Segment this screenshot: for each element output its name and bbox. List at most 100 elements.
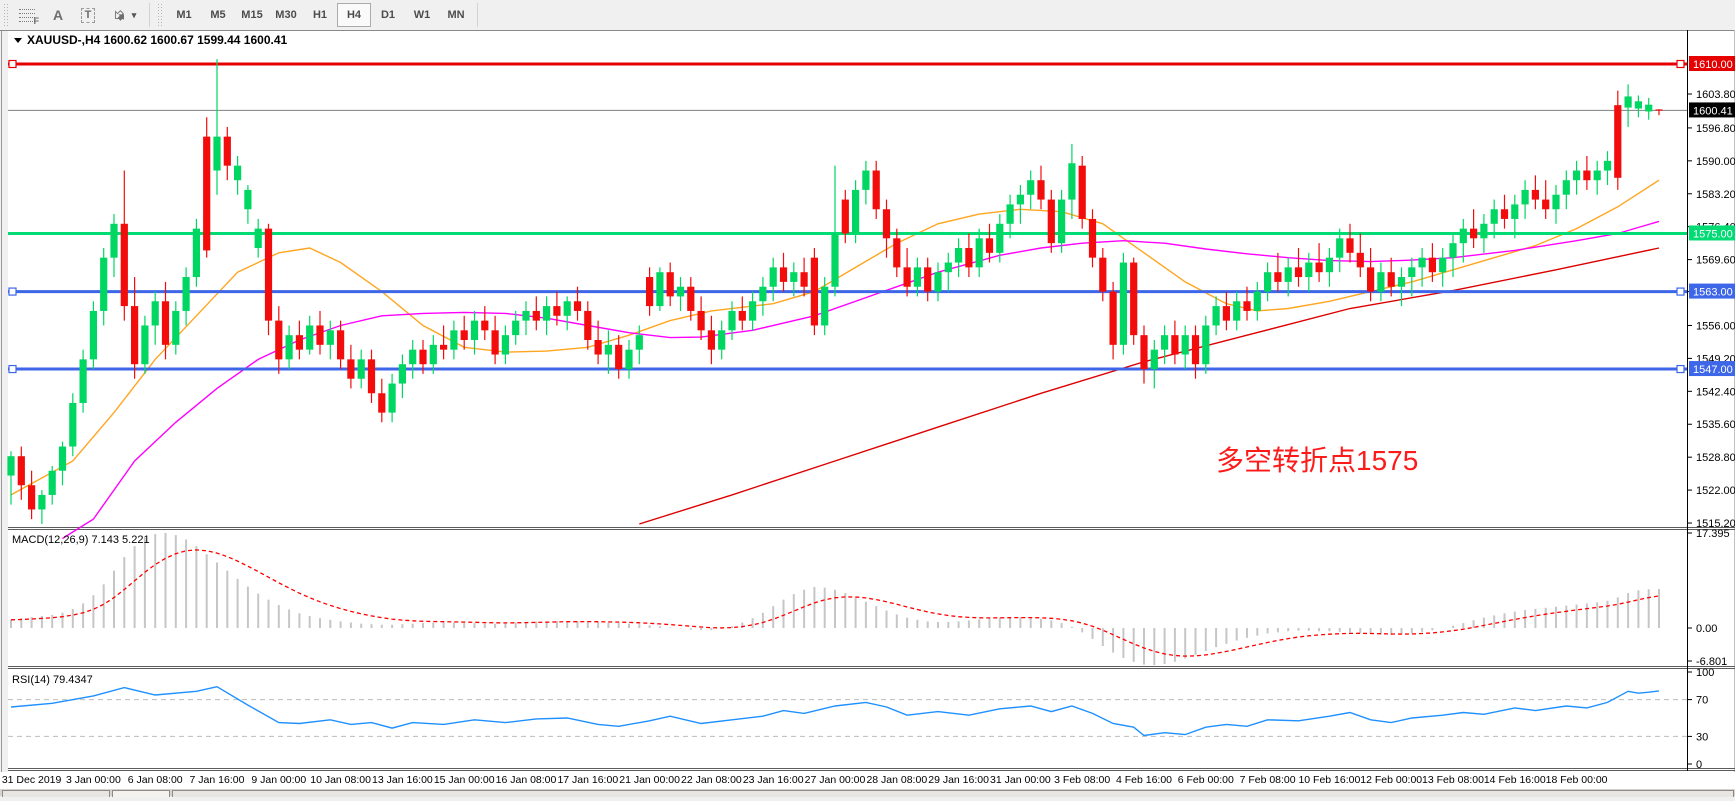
text-tool-button[interactable]: T xyxy=(73,2,103,28)
hline-handle[interactable] xyxy=(8,364,17,374)
date-axis-label: 6 Jan 08:00 xyxy=(128,774,183,786)
candlestick xyxy=(1367,267,1375,292)
candlestick xyxy=(841,199,849,234)
candlestick xyxy=(378,393,386,413)
candlestick xyxy=(1027,180,1035,195)
timeframe-button-d1[interactable]: D1 xyxy=(380,9,396,21)
candlestick xyxy=(924,267,932,292)
chart-background xyxy=(0,30,1735,796)
candlestick xyxy=(326,330,334,345)
price-axis-label: 1569.60 xyxy=(1696,255,1735,267)
candlestick xyxy=(347,359,355,379)
candlestick xyxy=(1181,335,1189,355)
candlestick xyxy=(440,344,448,350)
candlestick xyxy=(1202,325,1210,365)
candlestick xyxy=(1284,267,1292,282)
timeframe-button-m5[interactable]: M5 xyxy=(210,9,226,21)
hline-handle[interactable] xyxy=(1676,59,1685,69)
candlestick xyxy=(1088,218,1097,258)
price-axis-label: 1556.00 xyxy=(1696,320,1735,332)
status-bar xyxy=(0,789,1735,797)
arrows-tool-button[interactable]: ▾ xyxy=(103,2,145,28)
current-price-badge-label: 1600.41 xyxy=(1693,105,1733,117)
candlestick xyxy=(985,238,994,253)
candlestick xyxy=(1305,262,1313,278)
candlestick xyxy=(1490,209,1498,224)
hline-handle[interactable] xyxy=(1676,287,1685,296)
candlestick xyxy=(1470,228,1478,239)
candlestick xyxy=(234,165,242,181)
candlestick xyxy=(1171,335,1179,355)
timeframe-button-m30[interactable]: M30 xyxy=(275,9,297,21)
date-axis-label: 3 Feb 08:00 xyxy=(1054,774,1110,786)
candlestick xyxy=(1212,306,1220,326)
macd-axis-label: 0.00 xyxy=(1696,623,1717,635)
candlestick xyxy=(1078,165,1086,219)
candlestick xyxy=(1233,301,1241,321)
candlestick xyxy=(1397,277,1406,287)
macd-axis-label: -6.801 xyxy=(1696,656,1727,668)
timeframe-button-mn[interactable]: MN xyxy=(447,9,465,21)
timeframe-button-w1[interactable]: W1 xyxy=(413,9,431,21)
candlestick xyxy=(1006,204,1014,224)
candlestick xyxy=(1191,335,1200,365)
date-axis-label: 13 Feb 08:00 xyxy=(1422,774,1484,786)
annotation-text[interactable]: 多空转折点1575 xyxy=(1216,445,1418,476)
candlestick xyxy=(1408,267,1416,278)
price-axis-label: 1590.00 xyxy=(1696,156,1735,168)
rsi-axis-label: 70 xyxy=(1696,695,1708,707)
price-axis-label: 1535.60 xyxy=(1696,419,1735,431)
candlestick xyxy=(192,228,200,278)
candlestick xyxy=(1109,291,1117,345)
chart-menu-arrow-icon[interactable] xyxy=(14,38,22,43)
timeframe-button-h1[interactable]: H1 xyxy=(312,9,328,21)
timeframe-button-m1[interactable]: M1 xyxy=(176,9,192,21)
hline-handle[interactable] xyxy=(8,59,17,69)
rsi-axis-label: 30 xyxy=(1696,731,1708,743)
candlestick xyxy=(295,335,303,350)
timeframe-button-m15[interactable]: M15 xyxy=(241,9,263,21)
price-chart[interactable]: 1603.801596.801590.001583.201576.401569.… xyxy=(0,30,1735,796)
text-label-icon: A xyxy=(52,7,64,23)
candlestick xyxy=(810,257,818,326)
candlestick xyxy=(1562,180,1570,195)
timeframe-group: M1 M5 M15 M30 H1 H4 D1 W1 MN xyxy=(167,3,473,27)
price-axis-label: 1522.00 xyxy=(1696,485,1735,497)
hline-1575-badge-label: 1575.00 xyxy=(1693,228,1733,240)
toolbar-grip[interactable] xyxy=(3,4,10,26)
candlestick xyxy=(1356,252,1364,268)
candlestick xyxy=(481,320,489,331)
candlestick xyxy=(1294,267,1303,278)
hline-handle[interactable] xyxy=(1676,364,1685,374)
candlestick xyxy=(1583,170,1591,181)
text-label-tool-button[interactable]: A xyxy=(43,2,73,28)
candlestick xyxy=(1274,272,1282,282)
candlestick xyxy=(501,335,509,355)
rsi-axis-label: 100 xyxy=(1696,667,1714,679)
timeframe-button-h4[interactable]: H4 xyxy=(337,3,371,27)
toolbar-grip-2[interactable] xyxy=(157,4,164,26)
candlestick xyxy=(1428,257,1436,273)
date-axis-label: 10 Feb 16:00 xyxy=(1298,774,1360,786)
rsi-axis-label: 0 xyxy=(1696,759,1702,771)
date-axis-label: 7 Feb 08:00 xyxy=(1240,774,1296,786)
candlestick xyxy=(316,325,324,345)
candlestick xyxy=(749,301,757,321)
candlestick xyxy=(913,267,921,287)
hline-1610-badge xyxy=(1689,56,1735,71)
date-axis-label: 6 Feb 00:00 xyxy=(1178,774,1234,786)
macd-axis-label: 17.395 xyxy=(1696,528,1730,540)
date-axis-label: 17 Jan 16:00 xyxy=(557,774,618,786)
candlestick xyxy=(882,209,891,239)
hline-handle[interactable] xyxy=(8,287,17,296)
candlestick xyxy=(800,272,808,287)
candlestick xyxy=(872,170,880,210)
candlestick xyxy=(944,262,952,273)
candlestick xyxy=(1161,335,1169,350)
chevron-down-icon: ▾ xyxy=(131,9,137,20)
chart-window[interactable]: 1603.801596.801590.001583.201576.401569.… xyxy=(0,30,1735,796)
candlestick xyxy=(1243,301,1251,311)
status-bar-cell xyxy=(172,790,1734,797)
price-axis-label: 1603.80 xyxy=(1696,89,1735,101)
fibonacci-tool-button[interactable]: F xyxy=(13,2,43,28)
